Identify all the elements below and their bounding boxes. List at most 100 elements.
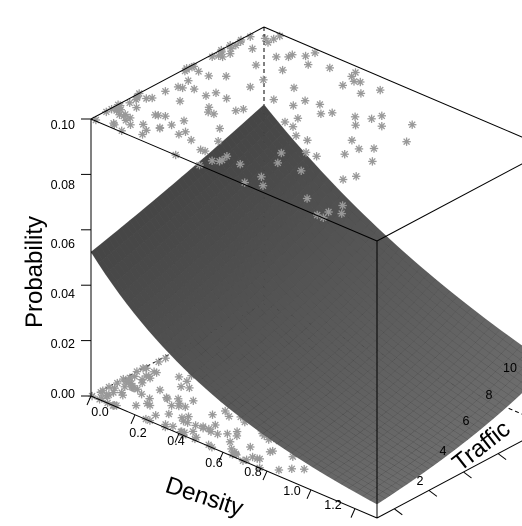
observation-point	[288, 122, 298, 131]
y-axis-tick	[428, 489, 438, 497]
observation-point	[408, 120, 417, 129]
x-axis-tick	[218, 452, 224, 462]
observation-point	[126, 113, 135, 123]
observation-point	[198, 422, 208, 431]
observation-point	[274, 465, 284, 475]
observation-point	[194, 67, 203, 76]
x-axis-tick	[262, 470, 268, 481]
observation-point	[211, 88, 221, 97]
observation-point	[174, 394, 183, 403]
observation-point	[188, 427, 198, 436]
observation-point	[161, 354, 170, 363]
box-edge	[376, 163, 522, 242]
observation-point	[369, 144, 379, 153]
observation-point	[204, 107, 213, 117]
observation-point	[179, 116, 189, 125]
surface-facet	[519, 356, 522, 361]
observation-point	[354, 144, 364, 154]
observation-point	[117, 388, 126, 397]
y-tick-label: 10	[503, 361, 517, 375]
z-tick-label: 0.02	[51, 337, 75, 351]
y-axis-tick	[497, 453, 507, 461]
observation-point	[139, 120, 148, 129]
x-tick-label: 1.2	[324, 498, 341, 512]
observation-point	[291, 131, 301, 140]
observation-point	[110, 384, 119, 393]
observation-point	[168, 422, 178, 431]
observation-point	[302, 194, 312, 203]
observation-point	[338, 175, 348, 184]
axis-ticks	[81, 118, 507, 518]
observation-point	[248, 452, 257, 462]
observation-point	[204, 71, 213, 81]
observation-point	[142, 126, 151, 135]
box-edge	[90, 395, 378, 519]
observation-point	[132, 92, 142, 101]
observation-point	[351, 121, 360, 130]
observation-point	[303, 136, 312, 145]
observation-point	[181, 127, 190, 136]
observation-point	[131, 401, 141, 410]
observation-point	[236, 160, 245, 169]
observation-point	[350, 112, 360, 121]
observation-point	[138, 130, 147, 139]
x-axis-tick	[306, 489, 312, 500]
observation-point	[352, 172, 361, 181]
observation-point	[340, 150, 349, 159]
y-tick-label: 2	[417, 474, 424, 488]
observation-point	[215, 157, 224, 166]
observation-point	[164, 409, 173, 419]
observation-point	[377, 111, 386, 120]
observation-point	[155, 385, 165, 395]
observation-point	[125, 98, 134, 107]
observation-point	[255, 454, 264, 464]
observation-point	[204, 103, 214, 112]
observation-point	[230, 447, 239, 457]
observation-point	[301, 148, 311, 157]
observation-point	[222, 72, 231, 81]
observation-point	[367, 114, 376, 123]
observation-point	[356, 77, 365, 87]
observation-point	[151, 411, 160, 420]
observation-point	[239, 105, 248, 114]
observation-point	[377, 122, 386, 131]
observation-point	[142, 94, 151, 103]
observation-point	[246, 442, 255, 452]
observation-point	[222, 94, 231, 103]
observation-point	[275, 31, 284, 41]
observation-point	[214, 51, 223, 60]
observation-point	[214, 137, 223, 146]
observation-point	[161, 87, 170, 96]
observation-point	[155, 123, 165, 132]
observation-point	[251, 60, 261, 70]
observation-point	[201, 91, 211, 100]
observation-point	[208, 52, 217, 61]
observation-point	[183, 418, 192, 427]
observation-point	[215, 124, 224, 133]
observation-point	[315, 100, 325, 109]
probability-surface	[90, 104, 522, 505]
observation-point	[182, 377, 192, 386]
observation-point	[232, 431, 242, 441]
y-tick-label: 8	[486, 388, 493, 402]
observation-point	[143, 399, 152, 408]
observation-point	[287, 464, 296, 473]
observation-point	[207, 156, 217, 165]
x-axis-tick	[130, 414, 136, 424]
x-tick-label: 0.2	[129, 426, 146, 440]
observation-point	[278, 65, 287, 75]
x-tick-label: 0.8	[244, 465, 261, 479]
observation-point	[175, 96, 185, 106]
observation-point	[310, 48, 320, 58]
observation-point	[316, 109, 326, 118]
surface-facet	[518, 369, 522, 376]
observation-point	[110, 120, 119, 129]
observation-point	[259, 75, 268, 84]
observation-point	[293, 114, 303, 123]
observation-point	[98, 386, 107, 395]
observation-point	[196, 145, 205, 154]
observation-point	[288, 50, 297, 59]
observation-point	[347, 136, 357, 145]
observation-point	[174, 130, 184, 139]
